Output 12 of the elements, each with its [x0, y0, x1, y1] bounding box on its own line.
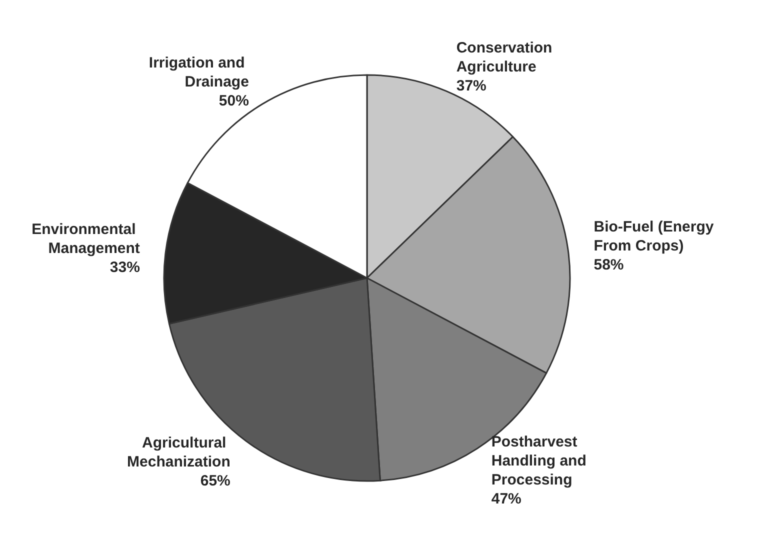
- slice-label: Agricultural Mechanization: [127, 434, 230, 470]
- data-label: 47%: [491, 490, 522, 508]
- slice-label: Bio-Fuel (Energy From Crops): [594, 218, 718, 254]
- data-label: 58%: [594, 256, 624, 274]
- data-label: 33%: [110, 258, 140, 276]
- slice-label: Conservation Agriculture: [456, 40, 556, 76]
- slice-label: Postharvest Handling and Processing: [491, 433, 591, 488]
- data-label: 65%: [200, 472, 230, 490]
- data-label: 37%: [456, 78, 486, 95]
- data-label: 50%: [218, 92, 249, 110]
- slice-label: Environmental Management: [32, 220, 140, 257]
- slice-label: Irrigation and Drainage: [148, 54, 249, 90]
